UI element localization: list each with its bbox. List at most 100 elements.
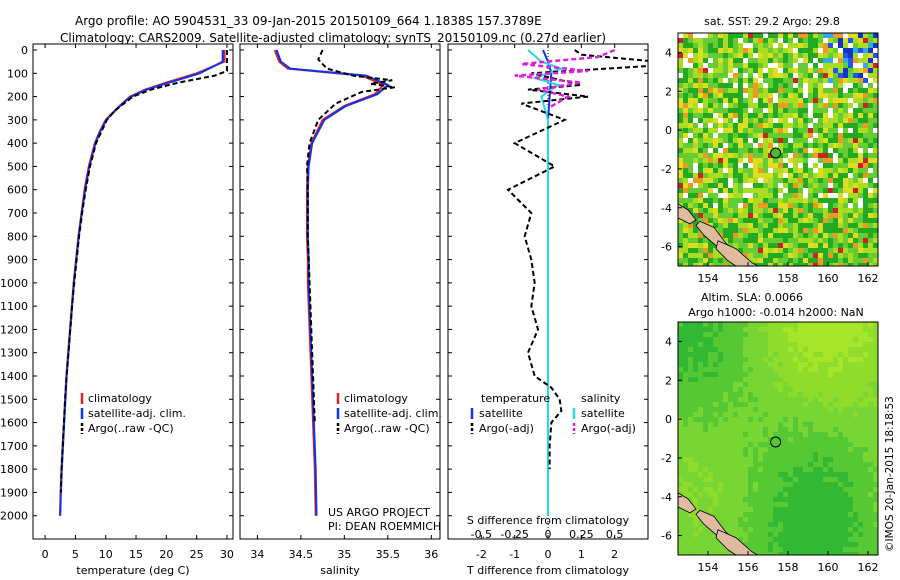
y-tick-label: 1900: [0, 486, 28, 499]
legend-salinity-heading: salinity: [581, 392, 621, 405]
x-tick-label: 30: [220, 548, 234, 561]
y-tick-label: 1200: [0, 323, 28, 336]
y-tick-label: 1700: [0, 440, 28, 453]
map-y-tick-label: -4: [661, 202, 672, 215]
x-tick2-label: 0.5: [606, 528, 624, 541]
x-tick2-label: 0.25: [569, 528, 594, 541]
land-shape: [678, 203, 697, 225]
map-x-tick-label: 154: [698, 561, 719, 574]
map-x-tick-label: 158: [778, 272, 799, 285]
y-tick-label: 700: [7, 207, 28, 220]
map-y-tick-label: -4: [661, 491, 672, 504]
y-tick-label: 2000: [0, 510, 28, 523]
x-tick-label: -2: [476, 548, 487, 561]
map-x-tick-label: 154: [698, 272, 719, 285]
x-tick2-label: 0: [545, 528, 552, 541]
legend-satellite-adj-label: satellite-adj. clim.: [88, 407, 186, 420]
y-tick-label: 1400: [0, 370, 28, 383]
project-label: US ARGO PROJECT: [328, 506, 430, 519]
legend-temp-argo-label: Argo(-adj): [479, 422, 534, 435]
header-line-2: Climatology: CARS2009. Satellite-adjuste…: [60, 31, 606, 45]
sst-map-title: sat. SST: 29.2 Argo: 29.8: [704, 15, 840, 28]
x-tick-label: 35.5: [376, 548, 401, 561]
map-y-tick-label: 2: [665, 374, 672, 387]
map-y-tick-label: 4: [665, 335, 672, 348]
pi-label: PI: DEAN ROEMMICH: [328, 520, 441, 533]
y-tick-label: 500: [7, 160, 28, 173]
legend-sal-satellite-label: satellite: [581, 407, 625, 420]
x-tick-label: 0: [545, 548, 552, 561]
difference-xlabel-t: T difference from climatology: [466, 564, 629, 577]
y-tick-label: 0: [21, 44, 28, 57]
x-tick-label: 1: [578, 548, 585, 561]
sla-field: [678, 322, 878, 555]
salinity-panel: 34 34.5 35 35.5 36 climatology satellite-adj. …: [239, 43, 442, 561]
map-y-tick-label: -2: [661, 163, 672, 176]
legend-temp-satellite-label: satellite: [479, 407, 523, 420]
map-x-tick-label: 158: [778, 561, 799, 574]
x-tick-label: 10: [99, 548, 113, 561]
y-tick-label: 400: [7, 137, 28, 150]
y-tick-label: 100: [7, 67, 28, 80]
temperature-xlabel: temperature (deg C): [76, 564, 189, 577]
legend-temperature-heading: temperature: [481, 392, 550, 405]
land-shape: [678, 492, 697, 514]
diff-sal-satellite-line: [527, 49, 565, 516]
legend-satellite-adj-label: satellite-adj. clim.: [344, 407, 442, 420]
y-tick-label: 600: [7, 184, 28, 197]
map-x-tick-label: 160: [818, 272, 839, 285]
plot-frame: [32, 43, 234, 540]
temp-argo-line: [59, 50, 228, 493]
land-shape: [715, 240, 759, 266]
y-tick-label: 1600: [0, 417, 28, 430]
y-tick-label: 900: [7, 254, 28, 267]
sla-map-title-2: Argo h1000: -0.014 h2000: NaN: [688, 306, 864, 319]
x-tick-label: -1: [509, 548, 520, 561]
x-tick-label: 35: [337, 548, 351, 561]
difference-xlabel-s: S difference from climatology: [467, 514, 630, 527]
x-tick-label: 36: [424, 548, 438, 561]
y-tick-label: 1000: [0, 277, 28, 290]
map-frame: [677, 321, 879, 556]
map-x-tick-label: 156: [738, 272, 759, 285]
map-y-tick-label: -2: [661, 452, 672, 465]
y-tick-label: 300: [7, 114, 28, 127]
x-tick-label: 15: [129, 548, 143, 561]
x-tick-label: 2: [611, 548, 618, 561]
y-tick-label: 1800: [0, 463, 28, 476]
sst-field: [678, 33, 878, 266]
map-x-tick-label: 156: [738, 561, 759, 574]
diff-temp-argo-line: [506, 49, 648, 470]
x-tick2-label: -0.5: [471, 528, 492, 541]
sla-map-panel: 154 156 158 160 162 4 2 0 -2 -4 -6: [661, 321, 879, 574]
x-tick-label: 5: [72, 548, 79, 561]
legend-argo-label: Argo(..raw -QC): [88, 422, 174, 435]
difference-panel: -2 -1 0 1 2 S difference from climatology-0.5…: [447, 43, 649, 561]
credit-label: ©IMOS 20-Jan-2015 18:18:53: [884, 396, 896, 552]
salinity-xlabel: salinity: [320, 564, 360, 577]
map-x-tick-label: 162: [858, 561, 879, 574]
y-tick-label: 1100: [0, 300, 28, 313]
map-x-tick-label: 160: [818, 561, 839, 574]
legend-climatology-label: climatology: [88, 392, 152, 405]
y-tick-label: 1300: [0, 347, 28, 360]
x-tick-label: 34: [250, 548, 264, 561]
diff-sal-argo-line: [514, 48, 616, 110]
map-y-tick-label: -6: [661, 530, 672, 543]
y-tick-label: 800: [7, 230, 28, 243]
x-tick-label: 20: [159, 548, 173, 561]
argo-float-marker: [770, 436, 782, 448]
land-shape: [715, 529, 759, 555]
map-x-tick-label: 162: [858, 272, 879, 285]
map-y-tick-label: -6: [661, 241, 672, 254]
map-y-tick-label: 2: [665, 85, 672, 98]
x-tick-label: 34.5: [289, 548, 314, 561]
y-tick-label: 1500: [0, 393, 28, 406]
legend-sal-argo-label: Argo(-adj): [581, 422, 636, 435]
header-line-1: Argo profile: AO 5904531_33 09-Jan-2015 …: [75, 14, 542, 28]
plot-frame: [239, 43, 441, 540]
map-y-tick-label: 0: [665, 124, 672, 137]
map-frame: [677, 32, 879, 267]
x-tick2-label: -0.25: [500, 528, 528, 541]
